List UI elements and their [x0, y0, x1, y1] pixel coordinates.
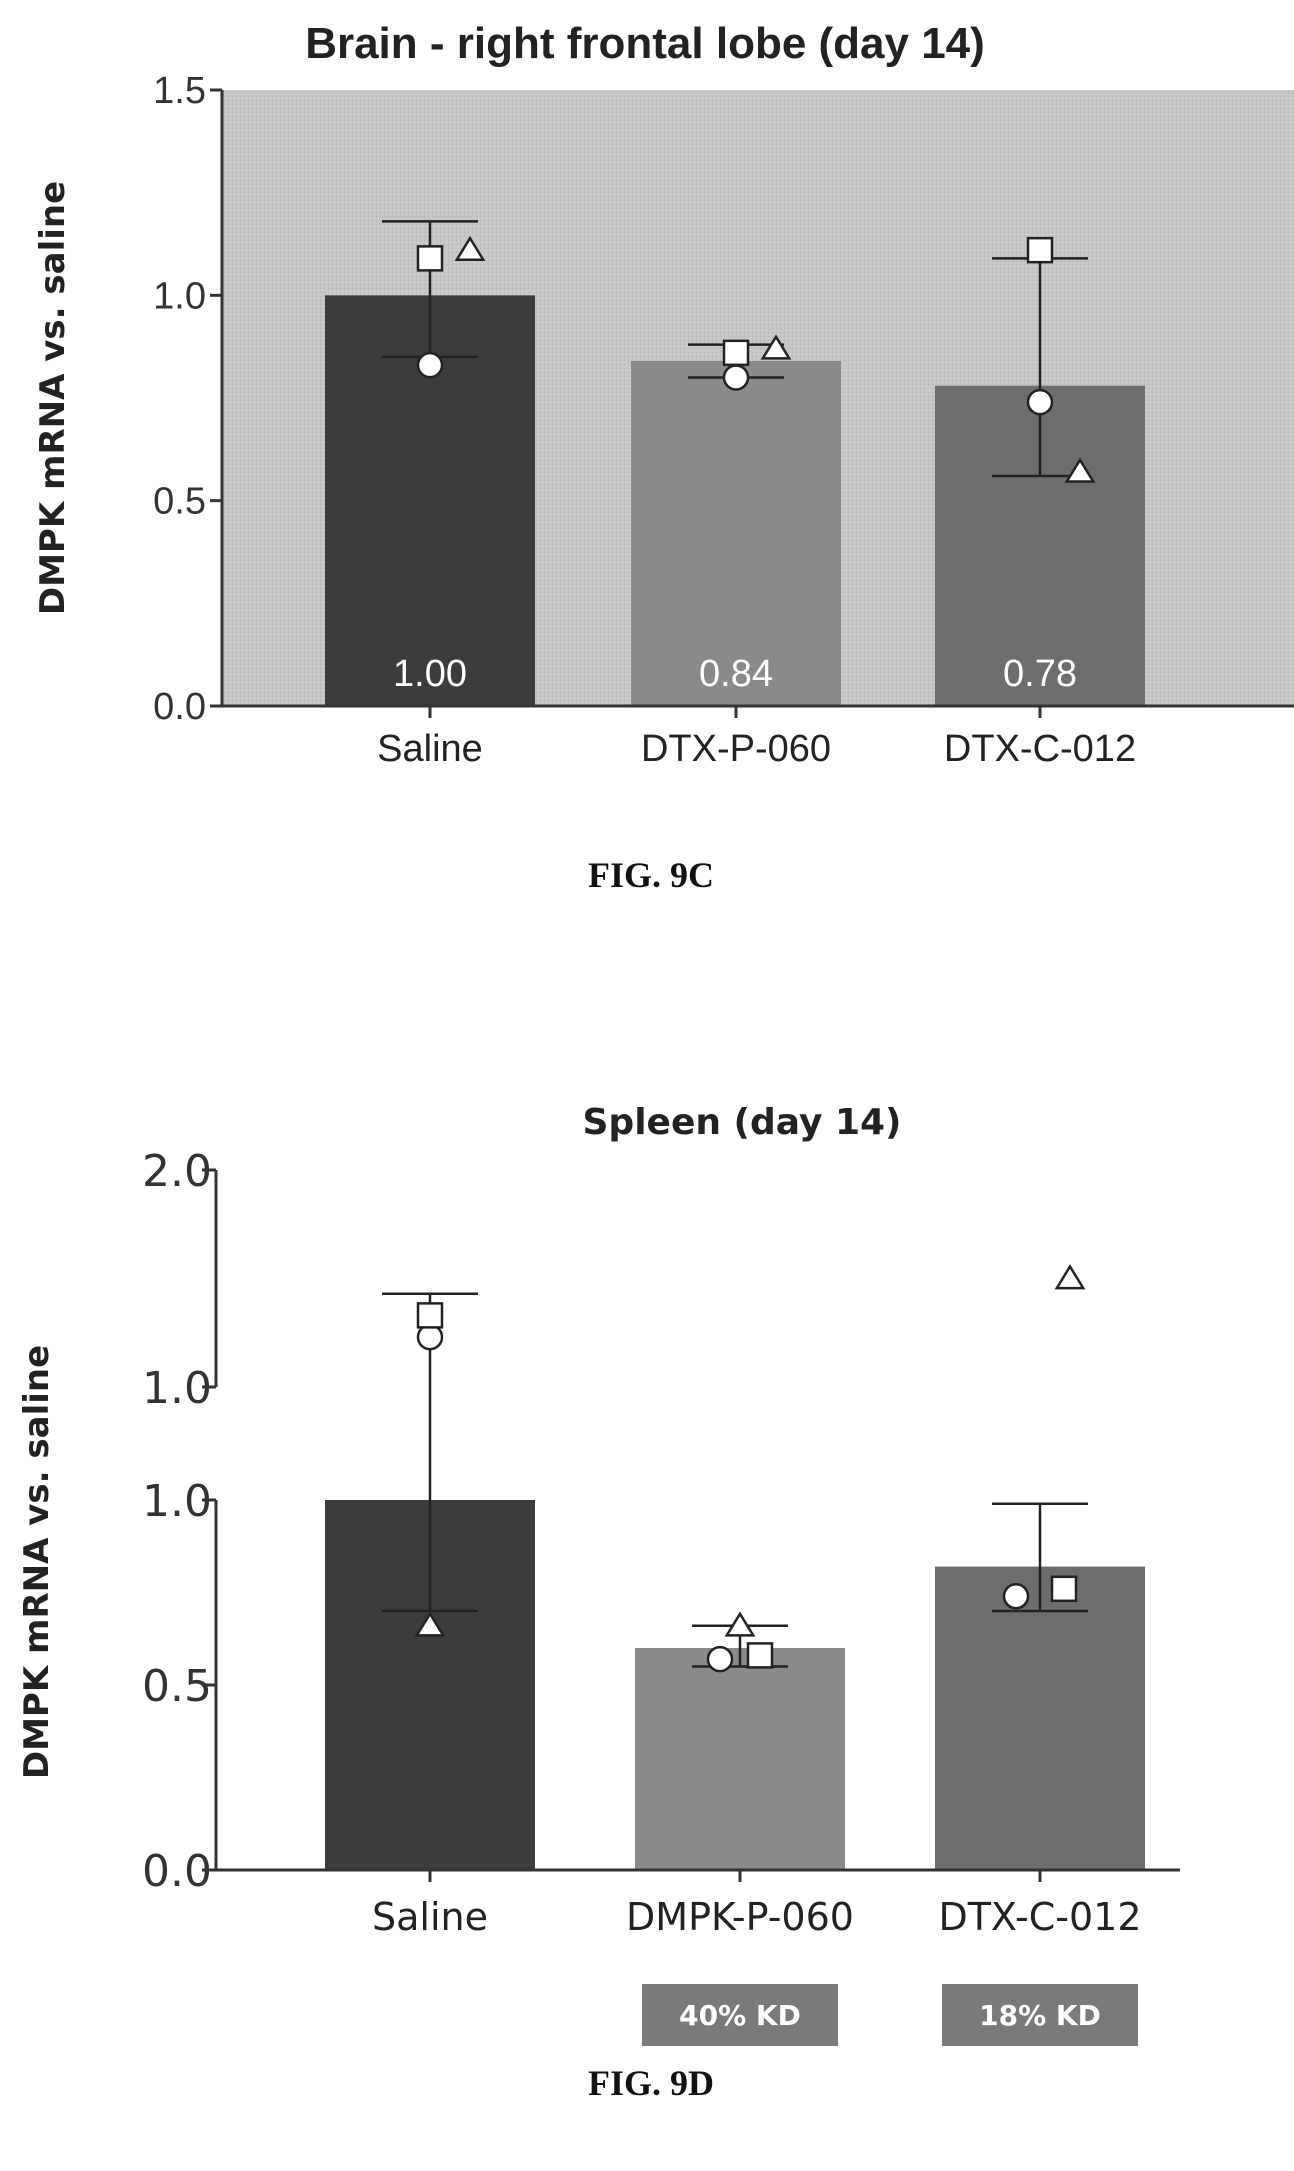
- point-square: [722, 339, 750, 367]
- y-tick-label: 1.5: [153, 70, 206, 112]
- y-tick-label: 0.5: [142, 1661, 212, 1712]
- y-tick-label: 2.0: [142, 1146, 212, 1197]
- y-axis-label: DMPK mRNA vs. saline: [33, 181, 73, 615]
- x-tick-label: DTX-P-060: [641, 728, 831, 770]
- bar: [631, 361, 841, 706]
- knockdown-badge-label: 40% KD: [679, 1999, 801, 2032]
- point-triangle: [414, 1611, 446, 1637]
- knockdown-badge: [942, 1984, 1138, 2046]
- bar: [935, 1566, 1145, 1870]
- y-tick-label: 0.5: [153, 481, 206, 523]
- point-circle: [416, 1323, 444, 1351]
- point-triangle: [724, 1611, 756, 1637]
- point-square: [1050, 1575, 1078, 1603]
- x-tick-label: DMPK-P-060: [626, 1895, 854, 1939]
- point-triangle: [1054, 1264, 1086, 1290]
- y-axis-label: DMPK mRNA vs. saline: [17, 1345, 57, 1779]
- chart-spleen: Spleen (day 14) DMPK mRNA vs. saline 0.0…: [17, 1102, 1180, 2103]
- x-tick-label: DTX-C-012: [944, 728, 1136, 770]
- bar-value-label: 0.78: [1003, 653, 1077, 695]
- point-triangle: [454, 235, 486, 262]
- point-circle: [706, 1645, 734, 1673]
- y-tick-label: 1.0: [142, 1363, 212, 1414]
- y-tick-label: 0.0: [153, 686, 206, 728]
- point-circle: [416, 351, 444, 379]
- y-tick-label: 1.0: [153, 275, 206, 317]
- figure-caption: FIG. 9C: [588, 855, 714, 895]
- chart-title: Brain - right frontal lobe (day 14): [305, 19, 985, 68]
- point-triangle: [1064, 457, 1096, 483]
- x-tick-label: Saline: [372, 1895, 488, 1939]
- point-square: [1026, 236, 1054, 264]
- knockdown-badge: [642, 1984, 838, 2046]
- x-tick-label: DTX-C-012: [938, 1895, 1141, 1939]
- chart-title: Spleen (day 14): [583, 1102, 902, 1143]
- point-circle: [1002, 1582, 1030, 1610]
- point-triangle: [760, 334, 792, 360]
- bar-value-label: 1.00: [393, 653, 467, 695]
- bar: [635, 1648, 845, 1870]
- y-tick-label: 1.0: [142, 1476, 212, 1527]
- knockdown-badge-label: 18% KD: [979, 1999, 1101, 2032]
- chart-brain: Brain - right frontal lobe (day 14) DMPK…: [33, 19, 1294, 895]
- point-square: [416, 1302, 444, 1329]
- figure-caption: FIG. 9D: [588, 2063, 714, 2103]
- bar-value-label: 0.84: [699, 653, 773, 695]
- point-circle: [722, 364, 750, 391]
- point-square: [746, 1642, 774, 1669]
- point-square: [416, 245, 444, 272]
- x-tick-label: Saline: [377, 728, 483, 770]
- point-circle: [1026, 388, 1054, 416]
- y-tick-label: 0.0: [142, 1846, 212, 1897]
